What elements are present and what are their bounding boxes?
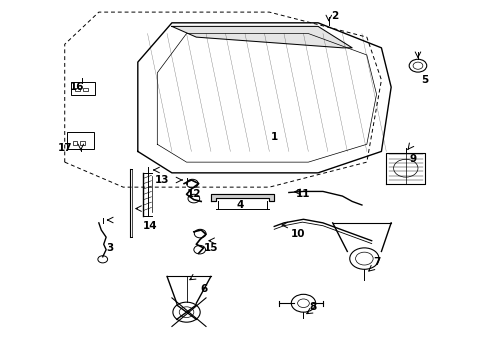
Text: 2: 2 bbox=[332, 11, 339, 21]
Text: 13: 13 bbox=[155, 175, 170, 185]
Text: 4: 4 bbox=[237, 200, 244, 210]
Text: 16: 16 bbox=[70, 82, 84, 92]
Text: 8: 8 bbox=[310, 302, 317, 312]
Text: 5: 5 bbox=[422, 75, 429, 85]
Text: 14: 14 bbox=[143, 221, 157, 231]
Bar bbox=[83, 88, 88, 91]
Text: 1: 1 bbox=[270, 132, 278, 142]
Bar bbox=[80, 141, 85, 145]
Text: 11: 11 bbox=[296, 189, 311, 199]
Bar bbox=[75, 88, 80, 91]
Text: 3: 3 bbox=[106, 243, 113, 253]
Polygon shape bbox=[211, 194, 274, 202]
Text: 10: 10 bbox=[291, 229, 305, 239]
Text: 12: 12 bbox=[187, 189, 201, 199]
Bar bbox=[73, 141, 77, 145]
Text: 15: 15 bbox=[204, 243, 218, 253]
Polygon shape bbox=[172, 26, 352, 48]
Text: 9: 9 bbox=[410, 154, 416, 163]
Text: 17: 17 bbox=[57, 143, 72, 153]
Text: 7: 7 bbox=[373, 257, 380, 267]
Text: 6: 6 bbox=[200, 284, 207, 294]
